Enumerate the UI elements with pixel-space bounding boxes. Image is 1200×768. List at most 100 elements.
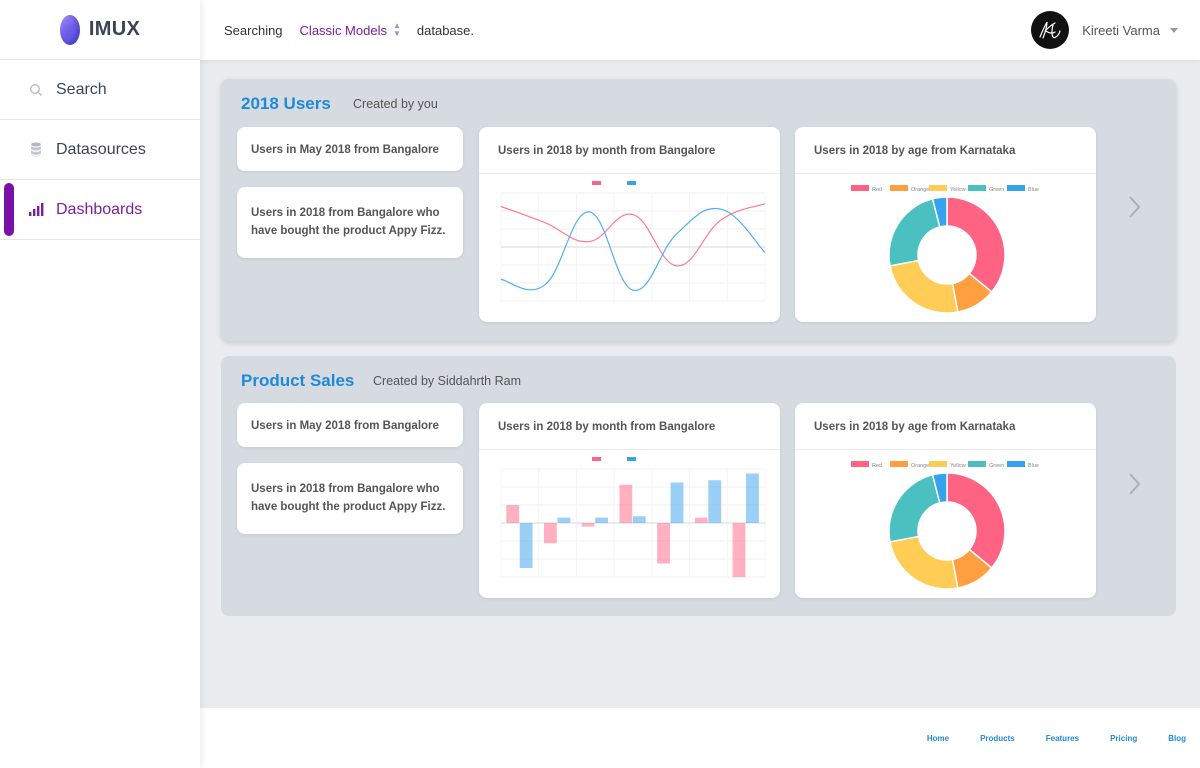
user-menu[interactable]: Kireeti Varma [1031, 11, 1178, 49]
pie-slice [931, 472, 948, 504]
bar [746, 473, 759, 523]
bar [619, 484, 633, 523]
legend-label: Blue [1028, 187, 1039, 193]
legend-label: Green [989, 463, 1004, 469]
pie-slice [946, 472, 1006, 570]
sidebar-item-search[interactable]: Search [0, 60, 200, 120]
bar [543, 523, 557, 544]
footer-link-products[interactable]: Products [980, 734, 1015, 743]
donut-chart: Red Orange Yellow Green Blue [851, 185, 1039, 314]
brand-logo[interactable]: IMUX [0, 0, 200, 60]
pie-slice [931, 196, 948, 228]
legend-swatch [592, 457, 601, 461]
legend-label: Red [872, 463, 882, 469]
user-name: Kireeti Varma [1082, 22, 1160, 38]
legend-swatch [627, 457, 636, 461]
legend-label: Yellow [950, 187, 966, 193]
dashboard-title[interactable]: 2018 Users [241, 94, 331, 113]
metric-card[interactable]: Users in 2018 from Bangalore who have bo… [237, 187, 463, 258]
bar-chart-icon [28, 202, 44, 218]
chart-card[interactable]: Users in 2018 by age from Karnataka Red O… [795, 403, 1096, 598]
footer-links: Home Products Features Pricing Blog [896, 734, 1186, 743]
database-select[interactable]: Classic Models ▲ ▼ [296, 20, 405, 40]
bar [595, 517, 608, 523]
legend-swatch [968, 461, 986, 467]
bar [657, 523, 670, 564]
legend-swatch [1007, 461, 1025, 467]
dashboard-subtitle: Created by Siddahrth Ram [373, 374, 521, 388]
sidebar-item-label: Search [56, 80, 107, 98]
dashboard-panel: 2018 Users Created by you Users in May 2… [221, 79, 1176, 341]
chart-title: Users in 2018 by month from Bangalore [498, 421, 716, 433]
legend-swatch [851, 185, 869, 191]
sidebar-item-label: Datasources [56, 140, 146, 158]
legend-label: Orange [911, 463, 929, 469]
avatar [1031, 11, 1070, 49]
chart-card[interactable]: Users in 2018 by month from Bangalore [479, 127, 780, 322]
bar [519, 523, 533, 568]
pie-slice [946, 196, 1006, 294]
legend-label: Red [872, 187, 882, 193]
legend-swatch [929, 185, 947, 191]
chart-card[interactable]: Users in 2018 by age from Karnataka Red O… [795, 127, 1096, 322]
sidebar: IMUX Search Datasources Dashboards [0, 0, 200, 768]
search-suffix: database. [416, 22, 474, 38]
sidebar-item-dashboards[interactable]: Dashboards [0, 180, 200, 240]
footer-link-features[interactable]: Features [1045, 734, 1080, 743]
bar [557, 517, 571, 523]
footer-link-pricing[interactable]: Pricing [1110, 734, 1138, 743]
metric-card[interactable]: Users in May 2018 from Bangalore [237, 403, 463, 447]
footer-link-blog[interactable]: Blog [1168, 734, 1186, 743]
card-title: Users in 2018 from Bangalore who have bo… [251, 483, 446, 513]
database-select-value: Classic Models [299, 22, 387, 38]
sidebar-item-label: Dashboards [56, 200, 143, 218]
signature-icon [1039, 21, 1061, 39]
chevron-down-icon [1170, 27, 1178, 33]
bar [670, 482, 684, 523]
bar-chart [500, 457, 766, 578]
topbar: Searching Classic Models ▲ ▼ database. Ki… [200, 0, 1200, 60]
card-title: Users in 2018 from Bangalore who have bo… [251, 207, 446, 237]
legend-swatch [1007, 185, 1025, 191]
donut-chart: Red Orange Yellow Green Blue [851, 461, 1039, 590]
chart-title: Users in 2018 by age from Karnataka [814, 145, 1016, 157]
legend-swatch [968, 185, 986, 191]
legend-label: Orange [911, 187, 929, 193]
search-icon [28, 82, 44, 98]
bar [632, 516, 646, 523]
legend-label: Yellow [950, 463, 966, 469]
search-prefix: Searching [224, 22, 283, 38]
line-chart [500, 181, 766, 302]
legend-swatch [890, 461, 908, 467]
dashboard-subtitle: Created by you [353, 97, 438, 111]
bar [506, 505, 520, 523]
select-caret-icon: ▲ ▼ [392, 21, 401, 38]
footer-link-home[interactable]: Home [926, 734, 950, 743]
legend-label: Blue [1028, 463, 1039, 469]
logo-mark-icon [59, 14, 80, 45]
database-icon [28, 142, 44, 158]
bar [694, 517, 708, 523]
legend-swatch [929, 461, 947, 467]
brand-name: IMUX [88, 18, 141, 40]
card-title: Users in May 2018 from Bangalore [251, 144, 439, 156]
chart-card[interactable]: Users in 2018 by month from Bangalore [479, 403, 780, 598]
series-line [500, 207, 766, 291]
pie-slice [889, 259, 959, 314]
chevron-right-icon[interactable] [1124, 192, 1144, 222]
chart-title: Users in 2018 by month from Bangalore [498, 145, 716, 157]
series-line [500, 203, 766, 267]
card-title: Users in May 2018 from Bangalore [251, 420, 439, 432]
bar [708, 480, 722, 523]
chevron-right-icon[interactable] [1124, 469, 1144, 499]
legend-swatch [627, 181, 636, 185]
legend-swatch [592, 181, 601, 185]
sidebar-item-datasources[interactable]: Datasources [0, 120, 200, 180]
metric-card[interactable]: Users in May 2018 from Bangalore [237, 127, 463, 171]
legend-swatch [851, 461, 869, 467]
dashboard-panel: Product Sales Created by Siddahrth Ram U… [221, 356, 1176, 616]
legend-label: Green [989, 187, 1004, 193]
dashboard-title[interactable]: Product Sales [241, 371, 355, 390]
legend-swatch [890, 185, 908, 191]
metric-card[interactable]: Users in 2018 from Bangalore who have bo… [237, 463, 463, 534]
